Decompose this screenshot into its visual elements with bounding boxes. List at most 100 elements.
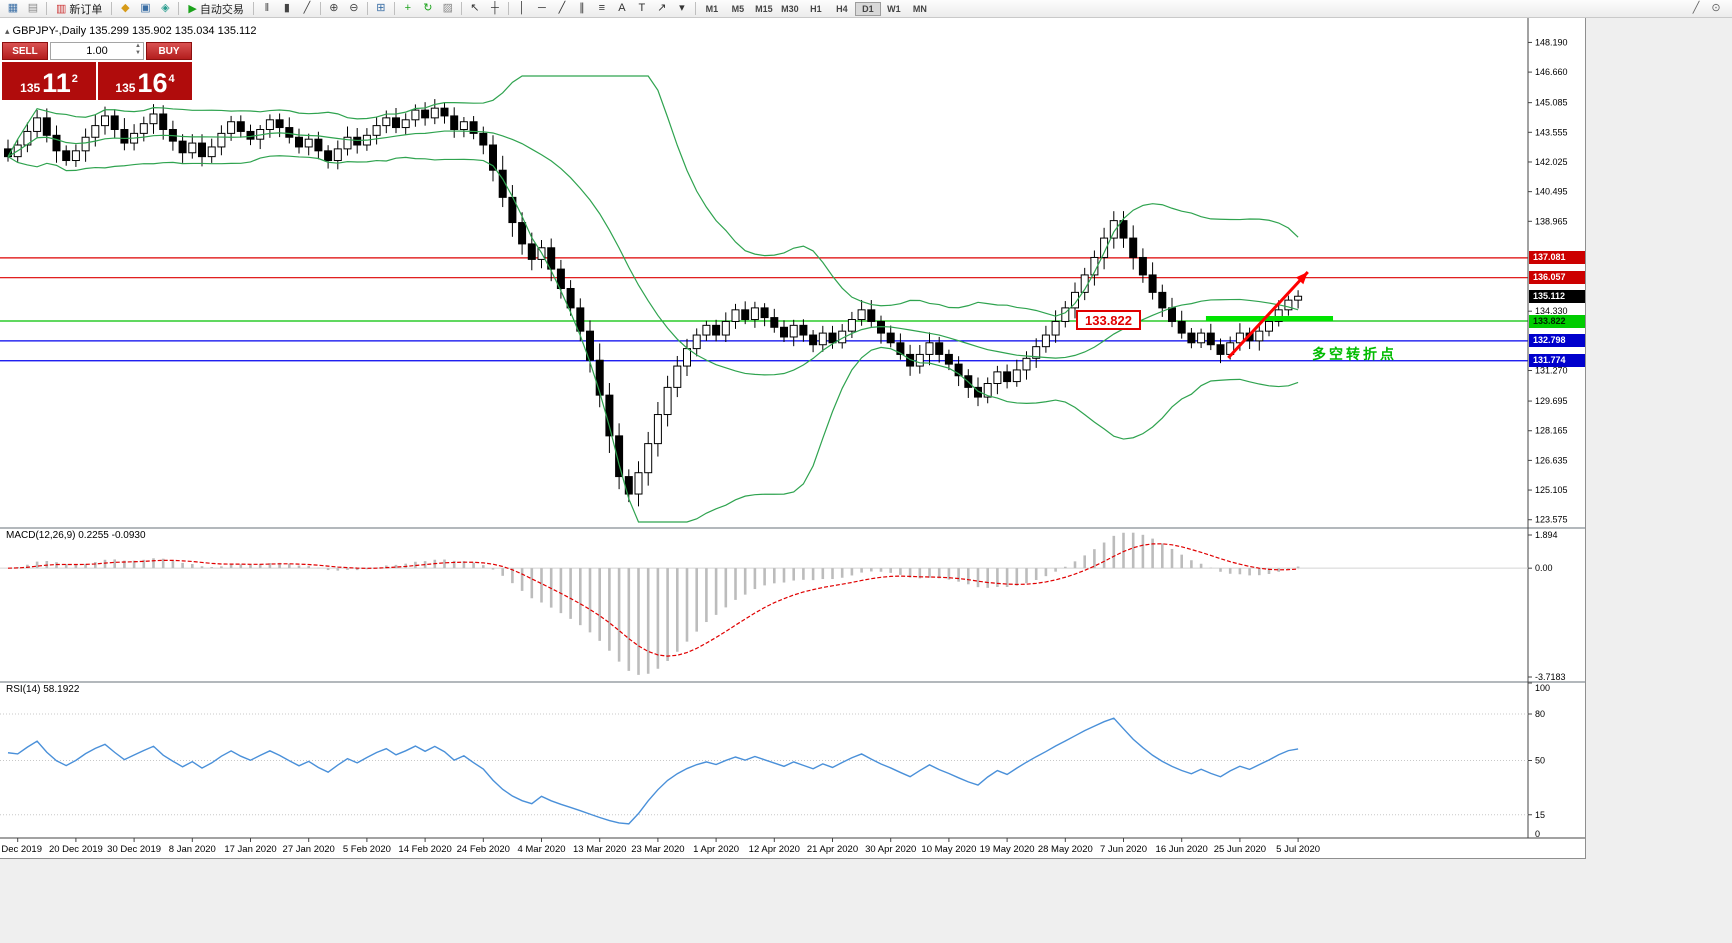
fibonacci-icon[interactable]: ≡ — [598, 1, 606, 14]
toolbar: ▦ ▤ ▥ 新订单 ◆ ▣ ◈ ▶ 自动交易 ‖ ▮ ╱ ⊕ ⊖ ⊞ + ↻ ▨ ↖ ┼ │ ─ ╱ ∥ ≡ A T ↗ ▾ M1 M5 M1… — [0, 0, 1732, 18]
svg-text:-3.7183: -3.7183 — [1535, 672, 1566, 682]
cursor-icon[interactable]: ↖ — [470, 1, 480, 14]
navigator-icon[interactable]: ◈ — [161, 1, 170, 14]
rsi-label: RSI(14) 58.1922 — [6, 684, 80, 695]
channel-icon[interactable]: ∥ — [579, 1, 585, 14]
toolbar-separator — [252, 2, 254, 15]
history-center-icon[interactable]: ◆ — [121, 1, 130, 14]
pencil-icon[interactable]: ╱ — [1692, 2, 1700, 14]
terminal-icon[interactable]: ▣ — [140, 1, 151, 14]
annotation-text: 多空转折点 — [1312, 346, 1397, 362]
svg-text:5 Jul 2020: 5 Jul 2020 — [1276, 844, 1320, 855]
timeframe-mn[interactable]: MN — [912, 3, 927, 14]
period-cycle-icon[interactable]: ↻ — [423, 1, 433, 14]
volume-value[interactable]: 1.00 — [86, 45, 108, 57]
volume-field[interactable]: 1.00 ▲ ▼ — [50, 42, 144, 60]
svg-text:140.495: 140.495 — [1535, 187, 1568, 197]
vertical-line-icon[interactable]: │ — [518, 1, 526, 14]
volume-up-icon[interactable]: ▲ — [135, 43, 141, 49]
new-chart-icon[interactable]: ▦ — [7, 1, 19, 14]
label-icon[interactable]: T — [638, 1, 646, 14]
svg-text:16 Jun 2020: 16 Jun 2020 — [1156, 844, 1208, 855]
bar-chart-icon[interactable]: ‖ — [264, 1, 270, 14]
ask-big-digits: 16 — [137, 68, 168, 99]
svg-text:146.660: 146.660 — [1535, 67, 1568, 77]
macd-label: MACD(12,26,9) 0.2255 -0.0930 — [6, 530, 146, 541]
timeframe-w1[interactable]: W1 — [887, 3, 901, 14]
svg-text:20 Dec 2019: 20 Dec 2019 — [49, 844, 103, 855]
svg-text:1.894: 1.894 — [1535, 530, 1558, 540]
auto-trading-button-label: 自动交易 — [199, 3, 244, 16]
toolbar-items: ▦ ▤ ▥ 新订单 ◆ ▣ ◈ ▶ 自动交易 ‖ ▮ ╱ ⊕ ⊖ ⊞ + ↻ ▨ ↖ ┼ │ ─ ╱ ∥ ≡ A T ↗ ▾ M1 M5 M1… — [3, 0, 933, 18]
line-chart-icon[interactable]: ╱ — [303, 1, 311, 14]
svg-text:30 Dec 2019: 30 Dec 2019 — [107, 844, 161, 855]
svg-text:145.085: 145.085 — [1535, 98, 1568, 108]
svg-text:23 Mar 2020: 23 Mar 2020 — [631, 844, 684, 855]
crosshair-icon[interactable]: ┼ — [490, 1, 499, 14]
sell-button[interactable]: SELL — [2, 42, 48, 60]
svg-text:142.025: 142.025 — [1535, 157, 1568, 167]
indicators-icon[interactable]: + — [404, 1, 412, 14]
auto-trading-button-icon: ▶ — [188, 3, 197, 15]
bid-prefix: 135 — [20, 81, 41, 95]
svg-text:28 May 2020: 28 May 2020 — [1038, 844, 1093, 855]
svg-text:80: 80 — [1535, 709, 1545, 719]
svg-text:1 Dec 2019: 1 Dec 2019 — [0, 844, 42, 855]
volume-down-icon[interactable]: ▼ — [135, 50, 141, 56]
volume-spinner: ▲ ▼ — [135, 43, 141, 57]
zoom-out-icon[interactable]: ⊖ — [349, 1, 359, 14]
svg-text:5 Feb 2020: 5 Feb 2020 — [343, 844, 391, 855]
svg-text:131.270: 131.270 — [1535, 366, 1568, 376]
svg-text:8 Jan 2020: 8 Jan 2020 — [169, 844, 216, 855]
chart-title-text: GBPJPY-,Daily 135.299 135.902 135.034 13… — [12, 25, 257, 37]
toolbar-separator — [46, 2, 47, 15]
arrows-dropdown-icon[interactable]: ▾ — [679, 1, 685, 14]
svg-text:148.190: 148.190 — [1535, 37, 1568, 47]
axis-price-tag: 137.081 — [1529, 251, 1585, 265]
timeframe-m15[interactable]: M15 — [755, 3, 773, 14]
svg-text:138.965: 138.965 — [1535, 216, 1568, 226]
buy-button[interactable]: BUY — [146, 42, 192, 60]
svg-text:123.575: 123.575 — [1535, 515, 1568, 525]
timeframe-d1[interactable]: D1 — [854, 1, 881, 16]
chart-svg[interactable]: 148.190 146.660 145.085 143.555 142.025 140.4… — [0, 18, 1586, 858]
one-click-collapse-icon[interactable]: ▴ — [5, 26, 10, 36]
svg-text:1 Apr 2020: 1 Apr 2020 — [693, 844, 739, 855]
axis-price-tag: 135.112 — [1529, 289, 1585, 303]
svg-text:17 Jan 2020: 17 Jan 2020 — [224, 844, 276, 855]
timeframe-m5[interactable]: M5 — [731, 3, 745, 14]
bid-pipette: 2 — [71, 73, 78, 85]
axis-price-tag: 136.057 — [1529, 271, 1585, 285]
zoom-in-icon[interactable]: ⊕ — [329, 1, 339, 14]
toolbar-separator — [178, 2, 180, 15]
svg-text:13 Mar 2020: 13 Mar 2020 — [573, 844, 626, 855]
svg-text:14 Feb 2020: 14 Feb 2020 — [398, 844, 451, 855]
text-icon[interactable]: A — [618, 1, 626, 14]
profiles-icon[interactable]: ▤ — [27, 1, 39, 14]
trendline-icon[interactable]: ╱ — [558, 1, 566, 14]
bid-price-panel[interactable]: 135 11 2 — [2, 62, 96, 100]
tile-windows-icon[interactable]: ⊞ — [376, 1, 386, 14]
svg-text:10 May 2020: 10 May 2020 — [921, 844, 976, 855]
svg-text:100: 100 — [1535, 683, 1550, 693]
timeframe-h1[interactable]: H1 — [810, 3, 822, 14]
svg-text:0: 0 — [1535, 829, 1540, 839]
svg-text:0.00: 0.00 — [1535, 563, 1553, 573]
search-icon[interactable]: ⊙ — [1711, 2, 1721, 14]
templates-icon[interactable]: ▨ — [442, 1, 454, 14]
timeframe-m1[interactable]: M1 — [705, 3, 719, 14]
auto-trading-button[interactable]: ▶ 自动交易 — [182, 1, 249, 17]
ask-price-panel[interactable]: 135 16 4 — [98, 62, 192, 100]
horizontal-line-icon[interactable]: ─ — [537, 1, 546, 14]
svg-text:24 Feb 2020: 24 Feb 2020 — [457, 844, 510, 855]
toolbar-separator — [393, 2, 395, 15]
svg-text:134.330: 134.330 — [1535, 306, 1568, 316]
timeframe-h4[interactable]: H4 — [836, 3, 848, 14]
arrows-icon[interactable]: ↗ — [657, 1, 667, 14]
new-order-button[interactable]: ▥ 新订单 — [50, 1, 108, 17]
timeframe-m30[interactable]: M30 — [781, 3, 799, 14]
candlestick-chart-icon[interactable]: ▮ — [283, 1, 290, 14]
axis-price-tag: 132.798 — [1529, 334, 1585, 348]
chart-window: 148.190 146.660 145.085 143.555 142.025 140.4… — [0, 18, 1586, 859]
